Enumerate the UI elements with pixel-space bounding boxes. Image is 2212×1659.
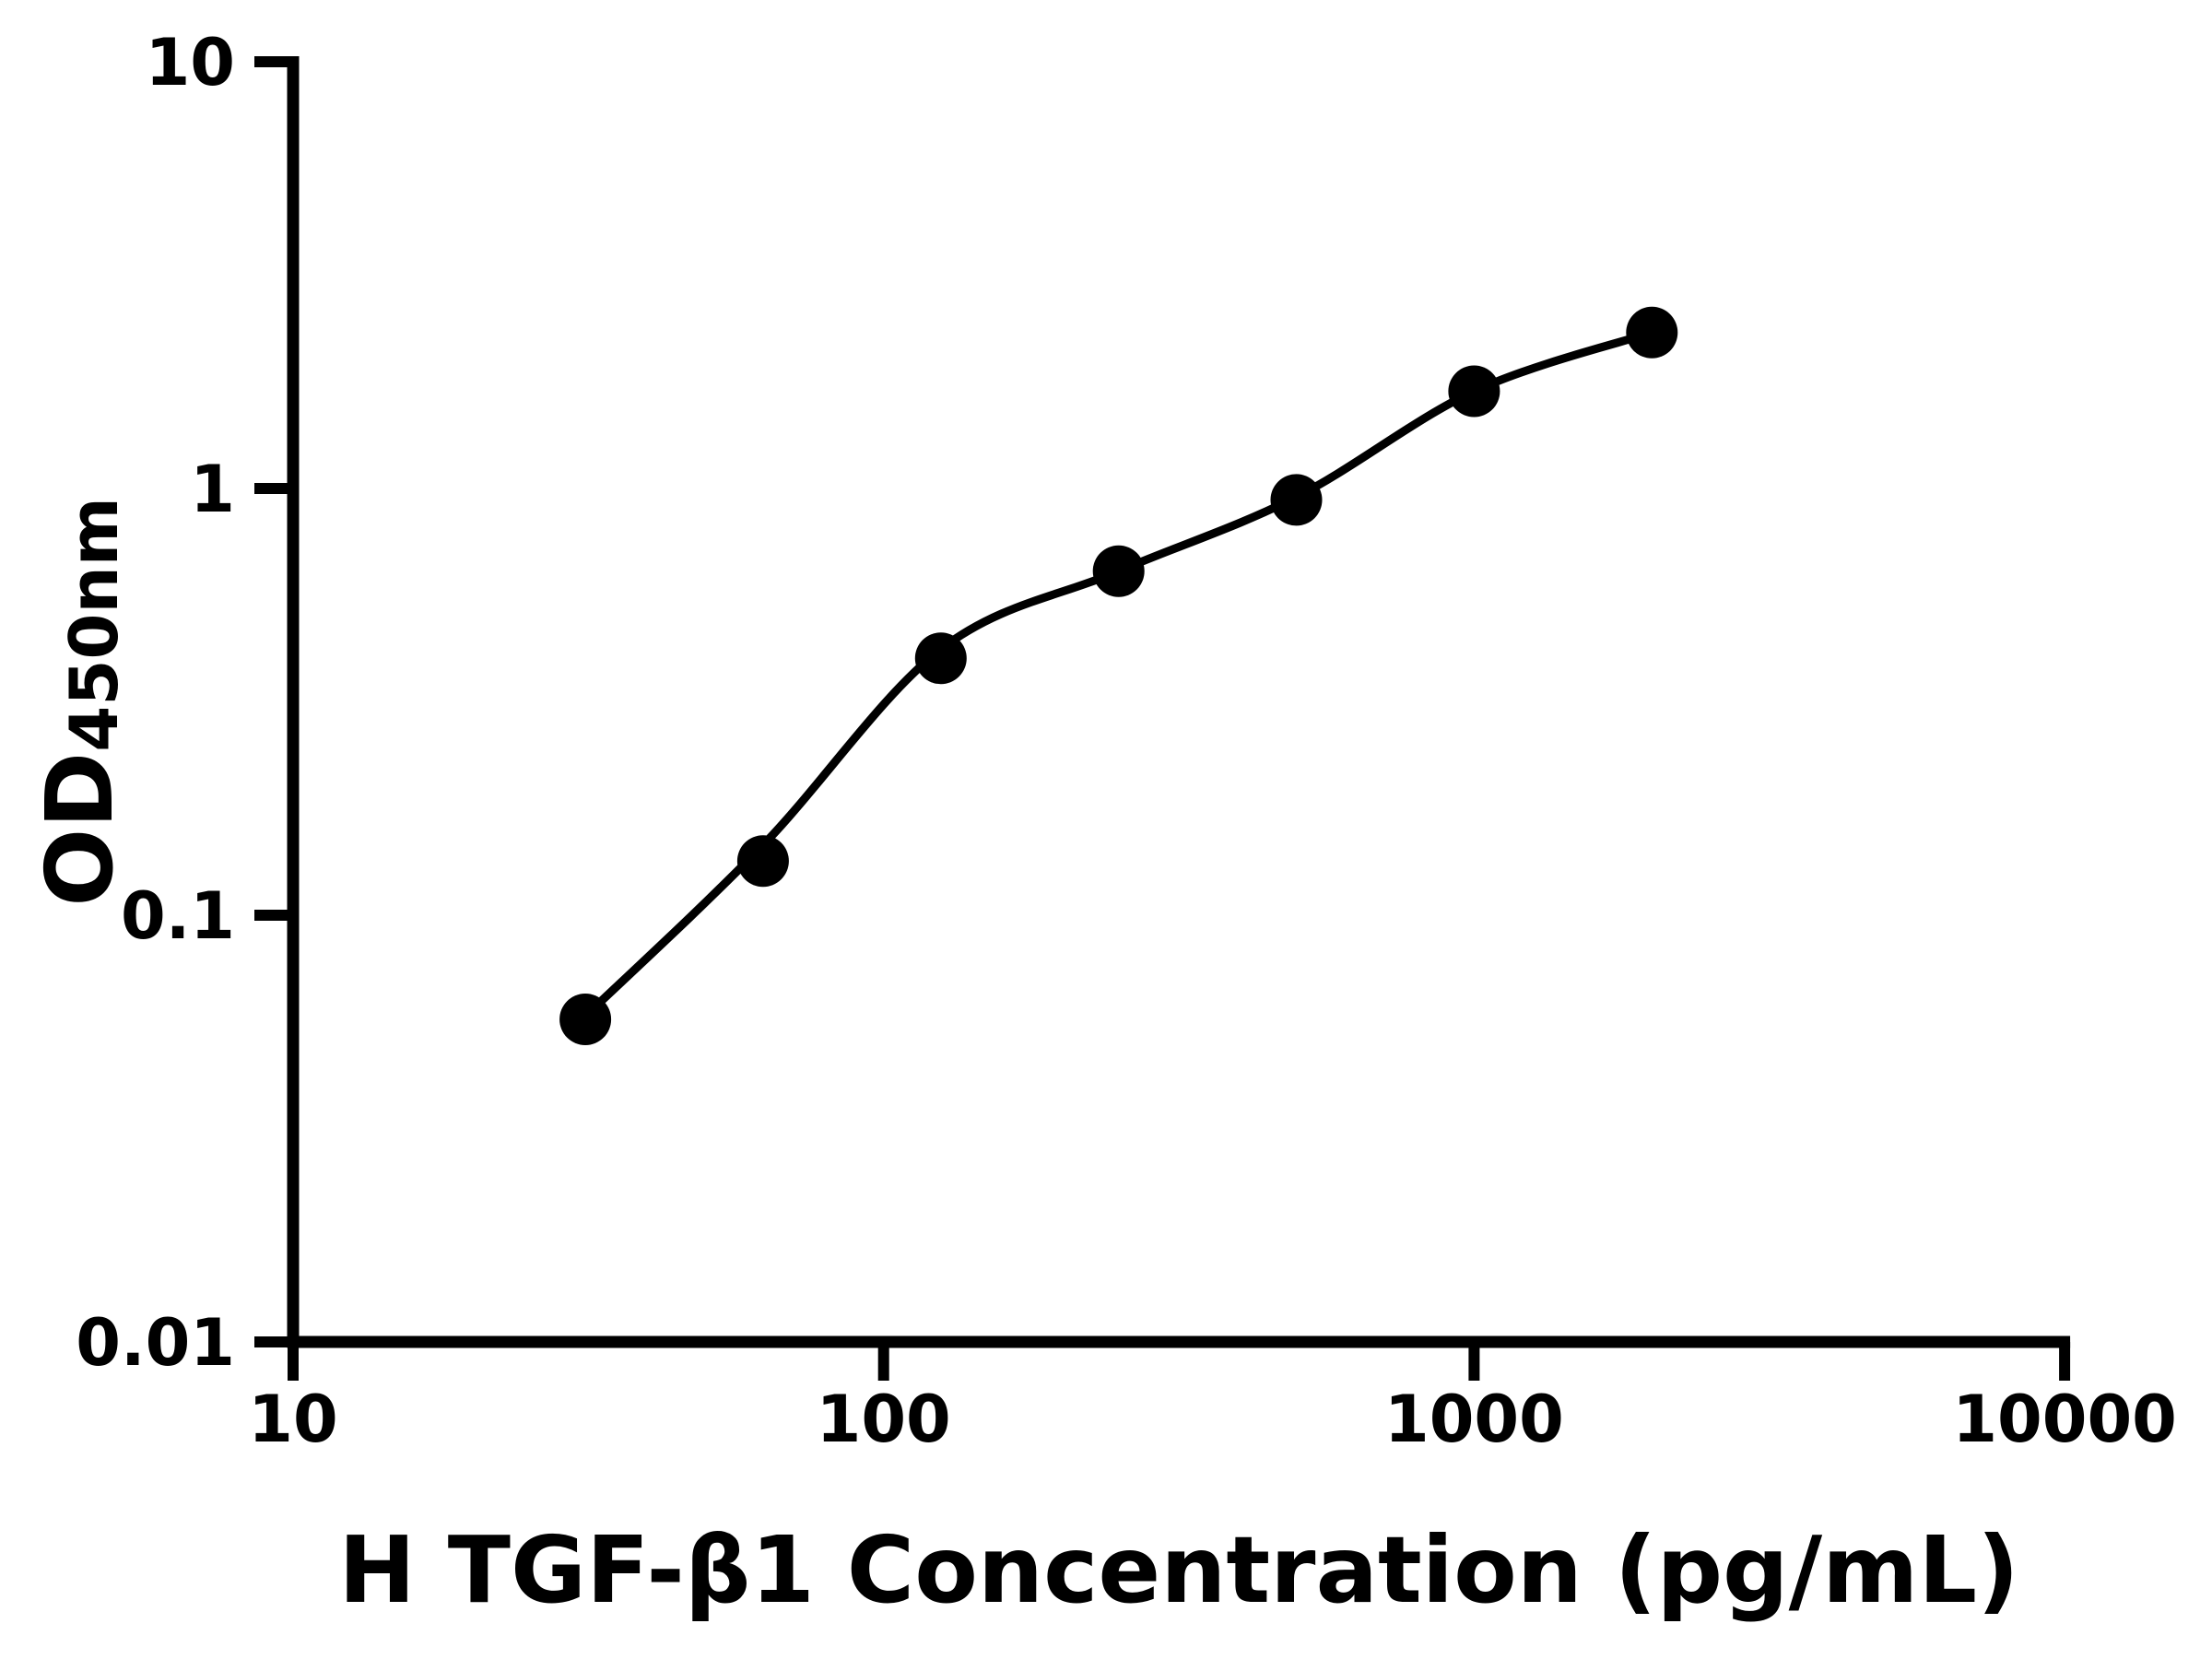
y-axis-title: OD450nm <box>26 497 134 907</box>
data-point-1 <box>736 835 789 888</box>
y-axis-title-subscript: 450nm <box>55 497 133 752</box>
x-tick-label-10000: 10000 <box>1952 1382 2177 1457</box>
x-tick-label-10: 10 <box>248 1382 337 1457</box>
fit-curve <box>582 328 1653 1019</box>
data-point-4 <box>1270 474 1323 526</box>
y-axis-title-main: OD <box>26 752 134 907</box>
data-point-3 <box>1092 545 1145 597</box>
x-axis-title: H TGF-β1 Concentration (pg/mL) <box>338 1516 2019 1624</box>
x-tick-label-1000: 1000 <box>1384 1382 1564 1457</box>
x-tick-label-100: 100 <box>817 1382 951 1457</box>
data-point-6 <box>1626 306 1678 359</box>
y-tick-label-10: 10 <box>146 25 235 100</box>
data-point-0 <box>559 994 612 1045</box>
data-point-2 <box>914 632 967 685</box>
y-tick-label-0.1: 0.1 <box>121 878 235 954</box>
y-tick-label-0.01: 0.01 <box>76 1305 235 1381</box>
data-point-5 <box>1448 365 1500 418</box>
y-tick-label-1: 1 <box>190 452 235 527</box>
